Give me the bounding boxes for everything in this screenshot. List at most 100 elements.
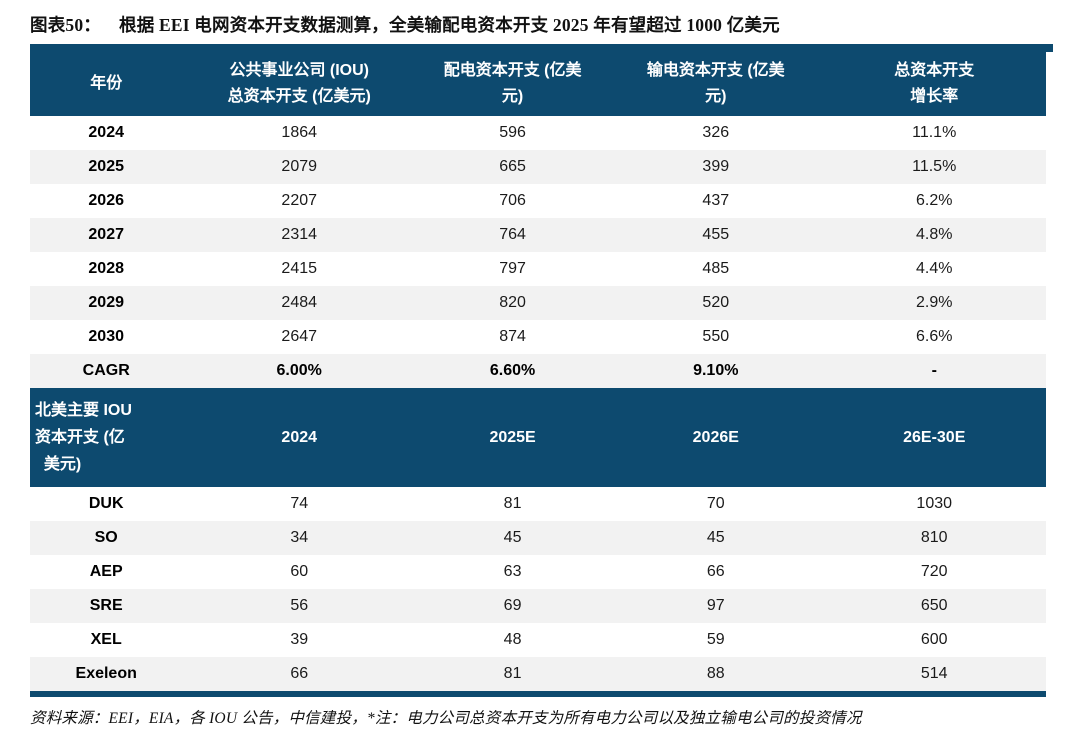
table-top-rule bbox=[30, 44, 1053, 52]
table-cell: 97 bbox=[706, 597, 725, 614]
column-header-transmission-capex: 输电资本开支 (亿美 元) bbox=[609, 52, 823, 116]
table-cell: 874 bbox=[499, 328, 526, 345]
table-cell: 455 bbox=[702, 226, 730, 243]
table-cell: 596 bbox=[499, 124, 526, 141]
table-cell: 39 bbox=[290, 631, 309, 648]
table-cell: 74 bbox=[290, 495, 309, 512]
table-cell: 81 bbox=[503, 495, 522, 512]
table-cell: 66 bbox=[706, 563, 725, 580]
column-header-growth-rate: 总资本开支 增长率 bbox=[822, 52, 1046, 116]
table-cell: 665 bbox=[499, 158, 526, 175]
figure-title-text: 根据 EEI 电网资本开支数据测算，全美输配电资本开支 2025 年有望超过 1… bbox=[119, 15, 780, 35]
table-cell: 2.9% bbox=[915, 294, 953, 311]
table-cell: 820 bbox=[499, 294, 526, 311]
table-cell: 11.1% bbox=[912, 124, 957, 141]
table-row: 2025 2079 665 399 11.5% bbox=[30, 150, 1046, 184]
source-note: 资料来源：EEI，EIA，各 IOU 公告，中信建投，*注：电力公司总资本开支为… bbox=[30, 710, 862, 727]
table-cell: 2207 bbox=[281, 192, 318, 209]
column-header-2026e: 2026E bbox=[609, 388, 823, 487]
table-cell: 1030 bbox=[916, 495, 953, 512]
column-header-26e-30e: 26E-30E bbox=[822, 388, 1046, 487]
table-cell: - bbox=[931, 362, 937, 379]
table-cell: 550 bbox=[702, 328, 730, 345]
column-header-iou-total-capex: 公共事业公司 (IOU) 总资本开支 (亿美元) bbox=[182, 52, 417, 116]
table-cell: 650 bbox=[920, 597, 948, 614]
table-cell: 520 bbox=[702, 294, 730, 311]
row-header-cell: SRE bbox=[89, 597, 123, 614]
table-cell: 4.8% bbox=[915, 226, 953, 243]
table-row: 2024 1864 596 326 11.1% bbox=[30, 116, 1046, 150]
table-cell: 88 bbox=[706, 665, 725, 682]
table-cell: 6.00% bbox=[276, 362, 322, 379]
table-cell: 600 bbox=[920, 631, 948, 648]
table-cell: 2079 bbox=[281, 158, 318, 175]
section-header-row: 北美主要 IOU 资本开支 (亿 美元) 2024 2025E 2026E 26… bbox=[30, 388, 1046, 487]
figure-label: 图表50： bbox=[30, 15, 101, 35]
table-cell: 514 bbox=[920, 665, 948, 682]
table-cell: 2314 bbox=[281, 226, 318, 243]
table-row: 2029 2484 820 520 2.9% bbox=[30, 286, 1046, 320]
row-header-cell: XEL bbox=[90, 631, 122, 648]
row-header-cell: 2024 bbox=[88, 124, 124, 141]
table-cell: 810 bbox=[920, 529, 948, 546]
row-header-cell: 2030 bbox=[88, 328, 124, 345]
row-header-cell: Exeleon bbox=[75, 665, 137, 682]
table-row: 2027 2314 764 455 4.8% bbox=[30, 218, 1046, 252]
table-cell: 2647 bbox=[281, 328, 318, 345]
table-cell: 764 bbox=[499, 226, 526, 243]
table-cell: 60 bbox=[290, 563, 309, 580]
table-cell: 2484 bbox=[281, 294, 318, 311]
table-cell: 81 bbox=[503, 665, 522, 682]
table-cell: 45 bbox=[503, 529, 522, 546]
table-cell: 706 bbox=[499, 192, 526, 209]
table-cell: 2415 bbox=[281, 260, 318, 277]
figure-title: 图表50： 根据 EEI 电网资本开支数据测算，全美输配电资本开支 2025 年… bbox=[30, 12, 1053, 37]
column-header-year: 年份 bbox=[30, 52, 183, 116]
table-header-row: 年份 公共事业公司 (IOU) 总资本开支 (亿美元) 配电资本开支 (亿美 元… bbox=[30, 52, 1046, 116]
table-cell: 63 bbox=[503, 563, 522, 580]
table-cell: 797 bbox=[499, 260, 526, 277]
capex-table: 年份 公共事业公司 (IOU) 总资本开支 (亿美元) 配电资本开支 (亿美 元… bbox=[30, 52, 1046, 697]
table-cell: 6.6% bbox=[915, 328, 953, 345]
table-cell: 34 bbox=[290, 529, 309, 546]
table-cell: 70 bbox=[706, 495, 725, 512]
table-cell: 69 bbox=[503, 597, 522, 614]
row-header-cell: 2028 bbox=[88, 260, 124, 277]
table-cell: 9.10% bbox=[693, 362, 739, 379]
table-cell: 437 bbox=[702, 192, 730, 209]
row-header-cell: 2025 bbox=[88, 158, 124, 175]
table-row: 2028 2415 797 485 4.4% bbox=[30, 252, 1046, 286]
row-header-cell: SO bbox=[94, 529, 118, 546]
table-cell: 485 bbox=[702, 260, 730, 277]
row-header-cell: 2026 bbox=[88, 192, 124, 209]
table-row: DUK 74 81 70 1030 bbox=[30, 487, 1046, 521]
row-header-cell: 2029 bbox=[88, 294, 124, 311]
table-row: SRE 56 69 97 650 bbox=[30, 589, 1046, 623]
table-row: SO 34 45 45 810 bbox=[30, 521, 1046, 555]
section-header-companies: 北美主要 IOU 资本开支 (亿 美元) bbox=[30, 388, 183, 487]
row-header-cell: CAGR bbox=[82, 362, 130, 379]
table-cell: 326 bbox=[702, 124, 730, 141]
column-header-2025e: 2025E bbox=[416, 388, 610, 487]
table-row: 2026 2207 706 437 6.2% bbox=[30, 184, 1046, 218]
column-header-distribution-capex: 配电资本开支 (亿美 元) bbox=[416, 52, 610, 116]
row-header-cell: DUK bbox=[88, 495, 124, 512]
table-cell: 6.2% bbox=[915, 192, 953, 209]
table-row: AEP 60 63 66 720 bbox=[30, 555, 1046, 589]
row-header-cell: 2027 bbox=[88, 226, 124, 243]
table-cell: 66 bbox=[290, 665, 309, 682]
table-cell: 4.4% bbox=[915, 260, 953, 277]
table-cell: 1864 bbox=[281, 124, 318, 141]
table-cell: 720 bbox=[920, 563, 948, 580]
table-cell: 6.60% bbox=[489, 362, 536, 379]
table-cell: 56 bbox=[290, 597, 309, 614]
table-cell: 45 bbox=[706, 529, 725, 546]
table-row: XEL 39 48 59 600 bbox=[30, 623, 1046, 657]
table-row: Exeleon 66 81 88 514 bbox=[30, 657, 1046, 694]
table-cell: 48 bbox=[503, 631, 522, 648]
column-header-2024: 2024 bbox=[182, 388, 417, 487]
table-cell: 399 bbox=[702, 158, 730, 175]
table-cell: 11.5% bbox=[912, 158, 957, 175]
table-row: 2030 2647 874 550 6.6% bbox=[30, 320, 1046, 354]
